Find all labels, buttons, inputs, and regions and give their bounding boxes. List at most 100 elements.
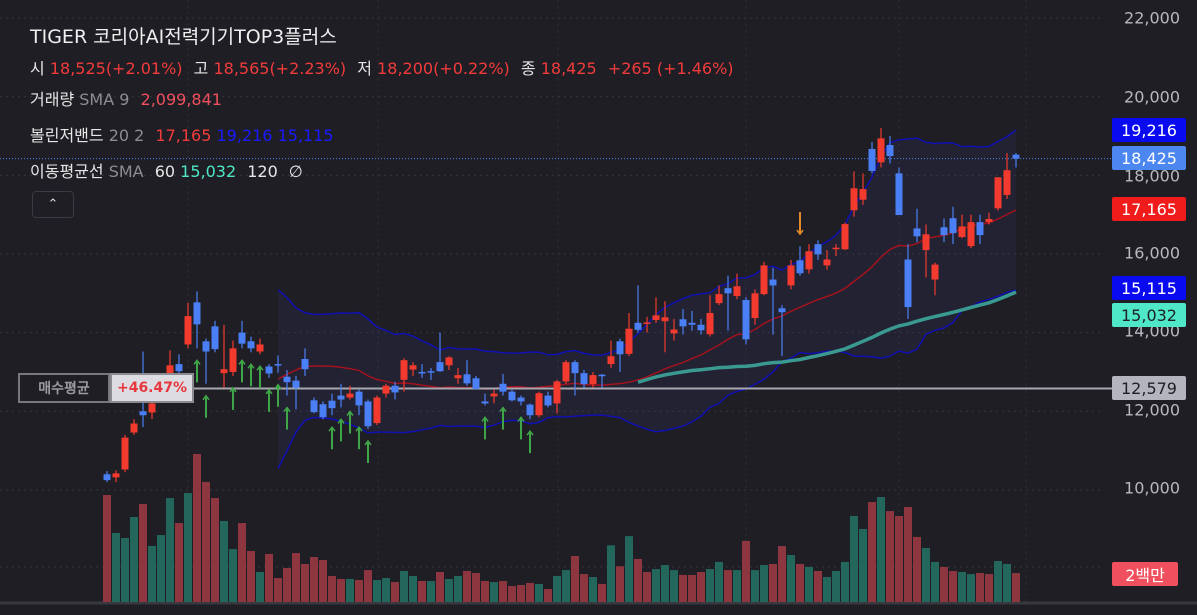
candle-body xyxy=(454,375,462,379)
volume-bar xyxy=(904,506,912,602)
volume-bar xyxy=(436,571,444,602)
volume-bar xyxy=(940,566,948,602)
volume-bar xyxy=(166,498,174,602)
collapse-legend-button[interactable]: ⌃ xyxy=(32,191,74,218)
candle-body xyxy=(571,362,579,374)
candle-body xyxy=(598,374,606,377)
buy-marker-arrowhead xyxy=(274,383,282,390)
volume-bar xyxy=(877,497,885,602)
volume-bar xyxy=(238,523,246,602)
candle-body xyxy=(904,259,912,308)
candle-body xyxy=(535,393,543,416)
sma60-tag: 15,032 xyxy=(1112,303,1186,327)
volume-bar xyxy=(913,536,921,602)
volume-bar xyxy=(517,584,525,602)
chevron-up-icon: ⌃ xyxy=(47,197,59,212)
candle-body xyxy=(472,378,480,389)
volume-bar xyxy=(103,494,111,602)
buy-marker-arrowhead xyxy=(499,406,507,413)
volume-bar xyxy=(346,578,354,602)
volume-bar xyxy=(121,537,129,602)
volume-bar xyxy=(985,574,993,602)
candle-body xyxy=(121,437,129,470)
candle-body xyxy=(643,322,651,324)
candle-body xyxy=(553,381,561,404)
volume-bar xyxy=(553,575,561,602)
volume-bar xyxy=(310,557,318,602)
volume-bar xyxy=(625,536,633,602)
open-label: 시 xyxy=(30,59,45,78)
volume-bar xyxy=(490,582,498,602)
volume-bar xyxy=(958,571,966,602)
buy-marker-arrowhead xyxy=(517,416,525,422)
volume-bar xyxy=(706,569,714,602)
candle-body xyxy=(958,226,966,238)
volume-bar xyxy=(715,561,723,602)
candle-body xyxy=(949,218,957,234)
candle-body xyxy=(283,376,291,383)
candle-body xyxy=(625,328,633,354)
candle-body xyxy=(436,362,444,372)
volume-bar xyxy=(319,560,327,602)
volume-bar xyxy=(1003,564,1011,602)
candle-body xyxy=(130,423,138,433)
bollinger-upper: 19,216 xyxy=(216,126,273,145)
volume-bar xyxy=(580,574,588,602)
volume-bar xyxy=(265,553,273,602)
price-axis-tick: 10,000 xyxy=(1124,478,1180,498)
avg-buy-return: +46.47% xyxy=(110,373,194,403)
candle-body xyxy=(922,234,930,251)
volume-bar xyxy=(418,581,426,602)
candle-body xyxy=(274,364,282,366)
volume-bar xyxy=(301,564,309,602)
volume-bar xyxy=(535,583,543,602)
bollinger-legend[interactable]: 볼린저밴드 20 2 17,165 19,216 15,115 xyxy=(30,122,334,146)
volume-bar xyxy=(697,571,705,602)
price-axis-tick: 12,000 xyxy=(1124,400,1180,420)
volume-bar xyxy=(850,515,858,602)
volume-bar xyxy=(175,523,183,602)
buy-marker-arrowhead xyxy=(247,363,255,369)
volume-bar xyxy=(292,553,300,602)
volume-bar xyxy=(445,578,453,602)
candle-body xyxy=(787,265,795,286)
volume-bar xyxy=(778,545,786,602)
volume-legend[interactable]: 거래량 SMA 9 2,099,841 xyxy=(30,86,222,110)
buy-marker-arrowhead xyxy=(229,386,237,393)
volume-bar xyxy=(544,588,552,602)
candle-body xyxy=(139,411,147,416)
bb-middle-tag: 17,165 xyxy=(1112,197,1186,221)
volume-bar xyxy=(256,571,264,602)
volume-bar xyxy=(562,570,570,602)
volume-bar xyxy=(769,564,777,602)
candle-body xyxy=(868,148,876,171)
volume-bar xyxy=(841,561,849,602)
candle-body xyxy=(724,288,732,294)
candle-body xyxy=(1012,154,1020,159)
candle-body xyxy=(751,293,759,319)
buy-marker-arrowhead xyxy=(355,425,363,432)
volume-bar xyxy=(229,549,237,602)
candle-body xyxy=(715,294,723,304)
volume-scale-tag: 2백만 xyxy=(1112,562,1178,586)
volume-bar xyxy=(454,575,462,602)
ma-legend[interactable]: 이동평균선 SMA 60 15,032 120 ∅ xyxy=(30,158,303,182)
volume-bar xyxy=(193,454,201,602)
volume-bar xyxy=(157,535,165,602)
volume-bar xyxy=(796,564,804,602)
candle-body xyxy=(679,319,687,327)
candle-body xyxy=(499,383,507,392)
volume-bar xyxy=(355,579,363,602)
volume-bar xyxy=(337,578,345,602)
candle-body xyxy=(895,173,903,216)
candle-body xyxy=(688,322,696,325)
candle-body xyxy=(346,393,354,398)
open-value: 18,525(+2.01%) xyxy=(49,59,183,78)
candle-body xyxy=(517,397,525,402)
volume-bar xyxy=(409,575,417,602)
volume-bar xyxy=(148,545,156,602)
volume-bar xyxy=(661,565,669,602)
candle-body xyxy=(364,401,372,427)
bb-upper-tag: 19,216 xyxy=(1112,118,1186,142)
